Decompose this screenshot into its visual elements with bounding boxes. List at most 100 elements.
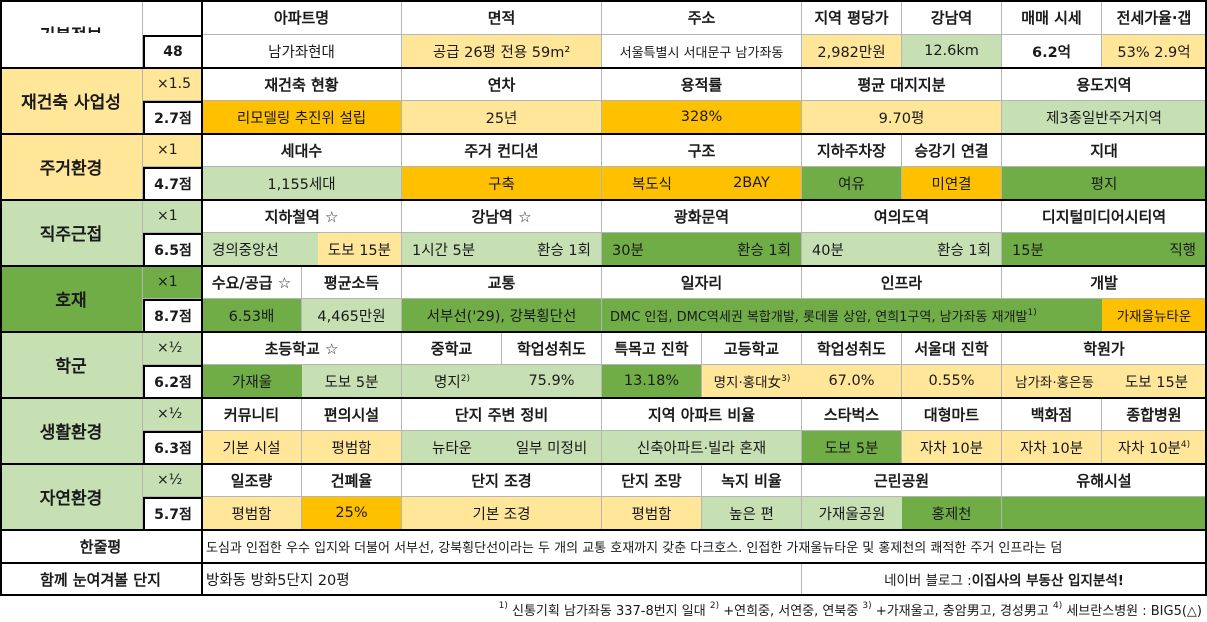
school-multiplier: ×½: [143, 332, 202, 365]
header-gangnam-station: 강남역 ☆: [402, 200, 602, 233]
value-dmc-transfer: 직행: [1169, 242, 1196, 259]
value-age: 25년: [402, 101, 602, 134]
value-transport: 서부선('29), 강북횡단선: [402, 299, 602, 332]
nature-multiplier: ×½: [143, 464, 202, 497]
value-gwanghwamun-transfer: 환승 1회: [737, 242, 791, 259]
header-structure: 구조: [602, 134, 802, 167]
header-elevator: 승강기 연결: [902, 134, 1002, 167]
value-academy-walk: 도보 15분: [1107, 365, 1207, 398]
value-rebuild-status: 리모델링 추진위 설립: [202, 101, 402, 134]
value-gangnam-time: 1시간 5분: [412, 242, 476, 259]
footnote-num-3: 3): [862, 600, 872, 611]
value-department: 자차 10분: [1002, 431, 1102, 464]
value-sunlight: 평범함: [202, 497, 302, 530]
value-area: 공급 26평 전용 59m²: [402, 35, 602, 68]
value-gwanghwamun: 30분 환승 1회: [602, 233, 802, 266]
basic-score: 48: [143, 35, 202, 68]
header-condition: 주거 컨디션: [402, 134, 602, 167]
header-surroundings: 단지 주변 정비: [402, 398, 602, 431]
rebuild-score: 2.7점: [143, 101, 202, 134]
value-surroundings-a: 뉴타운: [402, 431, 502, 464]
value-gangnam-transfer: 환승 1회: [537, 242, 591, 259]
header-age: 연차: [402, 68, 602, 101]
value-gangnam: 12.6km: [902, 35, 1002, 68]
value-jobs-infra: DMC 인접, DMC역세권 복합개발, 롯데몰 상암, 연희1구역, 남가좌동…: [602, 299, 1102, 332]
value-parking: 여유: [802, 167, 902, 200]
header-middle: 중학교: [402, 332, 502, 365]
value-sale-price: 6.2억: [1002, 35, 1102, 68]
header-green-ratio: 녹지 비율: [702, 464, 802, 497]
value-apt-ratio: 신축아파트·빌라 혼재: [602, 431, 802, 464]
value-supply-demand: 6.53배: [202, 299, 302, 332]
related-text: 방화동 방화5단지 20평: [202, 563, 802, 596]
value-corridor: 복도식: [602, 167, 702, 200]
value-convenience: 평범함: [302, 431, 402, 464]
value-academy: 남가좌·홍은동: [1002, 365, 1107, 398]
footnote-text-3: +가재울고, 충암男고, 경성男고: [871, 604, 1053, 619]
category-basic-filler: [0, 33, 143, 68]
value-yeouido: 40분 환승 1회: [802, 233, 1002, 266]
living-multiplier: ×1: [143, 134, 202, 167]
header-snu: 서울대 진학: [902, 332, 1002, 365]
summary-text: 도심과 인접한 우수 입지와 더불어 서부선, 강북횡단선이라는 두 개의 교통…: [202, 530, 1207, 563]
footnote-num-4: 4): [1052, 600, 1063, 611]
header-view: 단지 조망: [602, 464, 702, 497]
value-middle: 명지 2): [402, 365, 502, 398]
school-score: 6.2점: [143, 365, 202, 398]
header-area: 면적: [402, 0, 602, 35]
value-apt-name: 남가좌현대: [202, 35, 402, 68]
value-address: 서울특별시 서대문구 남가좌동: [602, 35, 802, 68]
value-community: 기본 시설: [202, 431, 302, 464]
value-elevator: 미연결: [902, 167, 1002, 200]
header-supply-demand: 수요/공급 ☆: [202, 266, 302, 299]
header-landscape: 단지 조경: [402, 464, 602, 497]
value-view: 평범함: [602, 497, 702, 530]
value-subway-line: 경의중앙선: [212, 242, 279, 259]
value-middle-name: 명지: [434, 374, 461, 391]
header-far: 용적률: [602, 68, 802, 101]
value-elementary: 가재울: [202, 365, 302, 398]
footnote-text-4: 세브란스병원 : BIG5(△): [1062, 604, 1202, 619]
value-elementary-walk: 도보 5분: [302, 365, 402, 398]
value-middle-score: 75.9%: [502, 365, 602, 398]
living-score: 4.7점: [143, 167, 202, 200]
header-middle-score: 학업성취도: [502, 332, 602, 365]
header-hospital: 종합병원: [1102, 398, 1207, 431]
category-commute: 직주근접: [0, 200, 143, 266]
header-starbucks: 스타벅스: [802, 398, 902, 431]
header-zoning: 용도지역: [1002, 68, 1207, 101]
value-households: 1,155세대: [202, 167, 402, 200]
header-jobs: 일자리: [602, 266, 802, 299]
header-apt-name: 아파트명: [202, 0, 402, 35]
header-hazard: 유해시설: [1002, 464, 1207, 497]
development-multiplier: ×1: [143, 266, 202, 299]
value-starbucks: 도보 5분: [802, 431, 902, 464]
value-jobs-infra-text: DMC 인접, DMC역세권 복합개발, 롯데몰 상암, 연희1구역, 남가좌동…: [610, 309, 1028, 325]
header-address: 주소: [602, 0, 802, 35]
header-price-per-pyeong: 지역 평당가: [802, 0, 902, 35]
header-special-high: 특목고 진학: [602, 332, 702, 365]
commute-score: 6.5점: [143, 233, 202, 266]
header-infra: 인프라: [802, 266, 1002, 299]
header-land-share: 평균 대지지분: [802, 68, 1002, 101]
header-dmc: 디지털미디어시티역: [1002, 200, 1207, 233]
value-price-per-pyeong: 2,982만원: [802, 35, 902, 68]
header-apt-ratio: 지역 아파트 비율: [602, 398, 802, 431]
category-life: 생활환경: [0, 398, 143, 464]
value-green-ratio: 높은 편: [702, 497, 802, 530]
category-living: 주거환경: [0, 134, 143, 200]
value-high-name: 명지·홍대女: [713, 375, 782, 391]
rebuild-multiplier: ×1.5: [143, 68, 202, 101]
value-far: 328%: [602, 101, 802, 134]
value-land-share: 9.70평: [802, 101, 1002, 134]
value-mart: 자차 10분: [902, 431, 1002, 464]
footnotes: 1) 신통기획 남가좌동 337-8번지 일대 2) +연희중, 서연중, 연북…: [0, 600, 1202, 619]
header-dev: 개발: [1002, 266, 1207, 299]
header-yeouido: 여의도역: [802, 200, 1002, 233]
value-stream: 홍제천: [902, 497, 1002, 530]
related-label: 함께 눈여겨볼 단지: [0, 563, 202, 596]
value-landscape: 기본 조경: [402, 497, 602, 530]
header-terrain: 지대: [1002, 134, 1207, 167]
value-bay: 2BAY: [702, 167, 802, 200]
value-high: 명지·홍대女 3): [702, 365, 802, 398]
